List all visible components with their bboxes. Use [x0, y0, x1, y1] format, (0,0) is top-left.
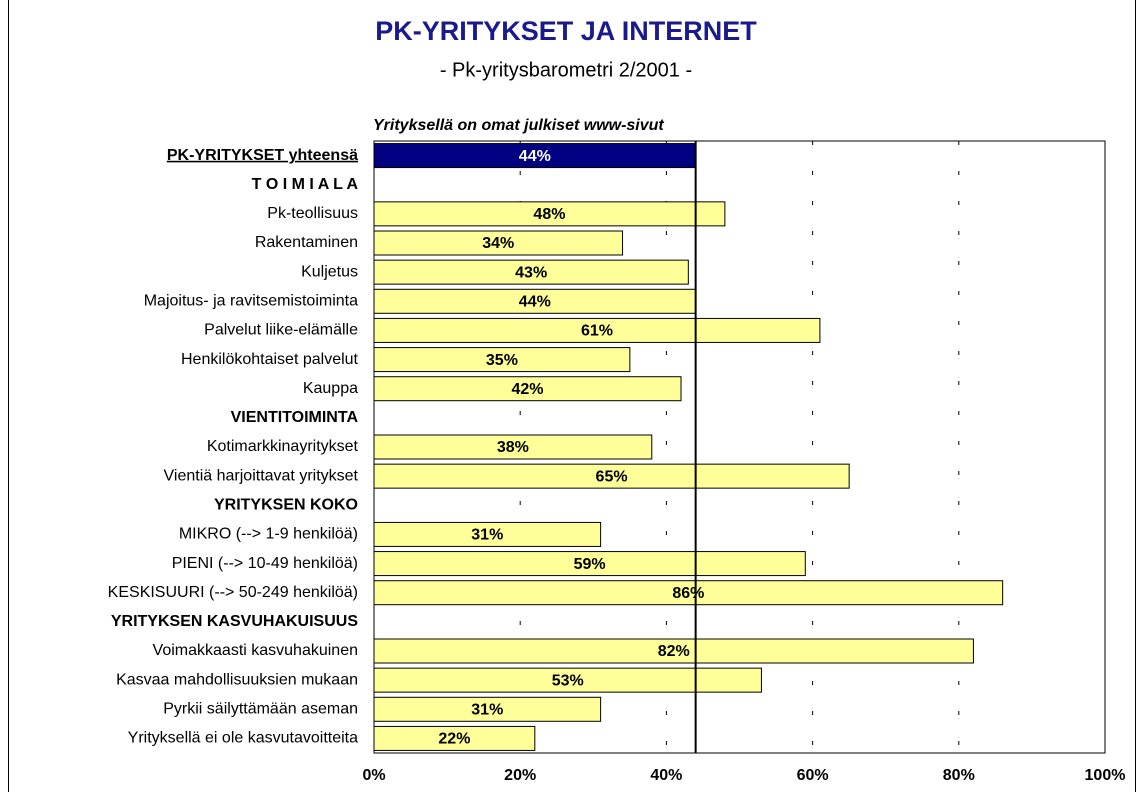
- category-label: MIKRO (--> 1-9 henkilöä): [179, 526, 358, 543]
- value-label: 53%: [552, 672, 584, 689]
- category-label: Pk-teollisuus: [267, 205, 358, 222]
- value-label: 59%: [574, 556, 606, 573]
- category-label: Vientiä harjoittavat yritykset: [164, 467, 359, 484]
- bar: [373, 667, 762, 693]
- chart-title: PK-YRITYKSET JA INTERNET: [375, 16, 757, 46]
- chart-subtitle: - Pk-yritysbarometri 2/2001 -: [440, 59, 692, 81]
- x-tick-label: 40%: [650, 767, 682, 784]
- bar: [373, 201, 726, 227]
- value-label: 43%: [515, 264, 547, 281]
- bar: [373, 463, 850, 489]
- category-label: Yrityksellä ei ole kasvutavoitteita: [128, 730, 358, 747]
- category-label: Voimakkaasti kasvuhakuinen: [153, 642, 358, 659]
- bar: [373, 376, 682, 402]
- bar: [373, 143, 697, 169]
- category-label: Rakentaminen: [255, 234, 358, 251]
- bar: [373, 434, 653, 460]
- category-label: YRITYKSEN KASVUHAKUISUUS: [111, 613, 358, 630]
- value-label: 44%: [519, 294, 551, 311]
- category-label: Majoitus- ja ravitsemistoiminta: [144, 293, 358, 310]
- bar: [373, 317, 821, 343]
- x-tick-label: 60%: [797, 767, 829, 784]
- category-label: Kasvaa mahdollisuuksien mukaan: [116, 671, 358, 688]
- category-label: Palvelut liike-elämälle: [204, 322, 358, 339]
- x-tick-label: 100%: [1085, 767, 1126, 784]
- value-label: 61%: [581, 323, 613, 340]
- value-label: 82%: [658, 643, 690, 660]
- value-label: 31%: [471, 702, 503, 719]
- category-label: Kotimarkkinayritykset: [207, 438, 359, 455]
- value-label: 34%: [482, 235, 514, 252]
- category-label: Kauppa: [303, 380, 358, 397]
- value-label: 48%: [533, 206, 565, 223]
- category-label: YRITYKSEN KOKO: [214, 497, 358, 514]
- bar: [373, 230, 624, 256]
- category-label: PIENI (--> 10-49 henkilöä): [172, 555, 358, 572]
- bar: [373, 347, 631, 373]
- bar: [373, 551, 806, 577]
- x-tick-label: 0%: [362, 767, 385, 784]
- category-label: Henkilökohtaiset palvelut: [181, 351, 359, 368]
- bar: [373, 580, 1004, 606]
- category-label: Pyrkii säilyttämään aseman: [163, 701, 358, 718]
- value-label: 65%: [596, 468, 628, 485]
- value-label: 42%: [511, 381, 543, 398]
- bar: [373, 638, 974, 664]
- bar: [373, 725, 536, 751]
- x-tick-label: 80%: [943, 767, 975, 784]
- value-label: 35%: [486, 352, 518, 369]
- bar: [373, 259, 689, 285]
- plot-title: Yrityksellä on omat julkiset www-sivut: [373, 117, 664, 134]
- x-tick-label: 20%: [504, 767, 536, 784]
- value-label: 86%: [672, 585, 704, 602]
- bar: [373, 521, 602, 547]
- category-label: KESKISUURI (--> 50-249 henkilöä): [108, 584, 358, 601]
- value-label: 22%: [438, 731, 470, 748]
- category-label: Kuljetus: [301, 263, 358, 280]
- category-label: T O I M I A L A: [252, 176, 359, 193]
- value-label: 38%: [497, 439, 529, 456]
- category-label: PK-YRITYKSET yhteensä: [167, 147, 358, 164]
- bar: [373, 696, 602, 722]
- value-label: 31%: [471, 527, 503, 544]
- value-label: 44%: [519, 148, 551, 165]
- category-label: VIENTITOIMINTA: [231, 409, 359, 426]
